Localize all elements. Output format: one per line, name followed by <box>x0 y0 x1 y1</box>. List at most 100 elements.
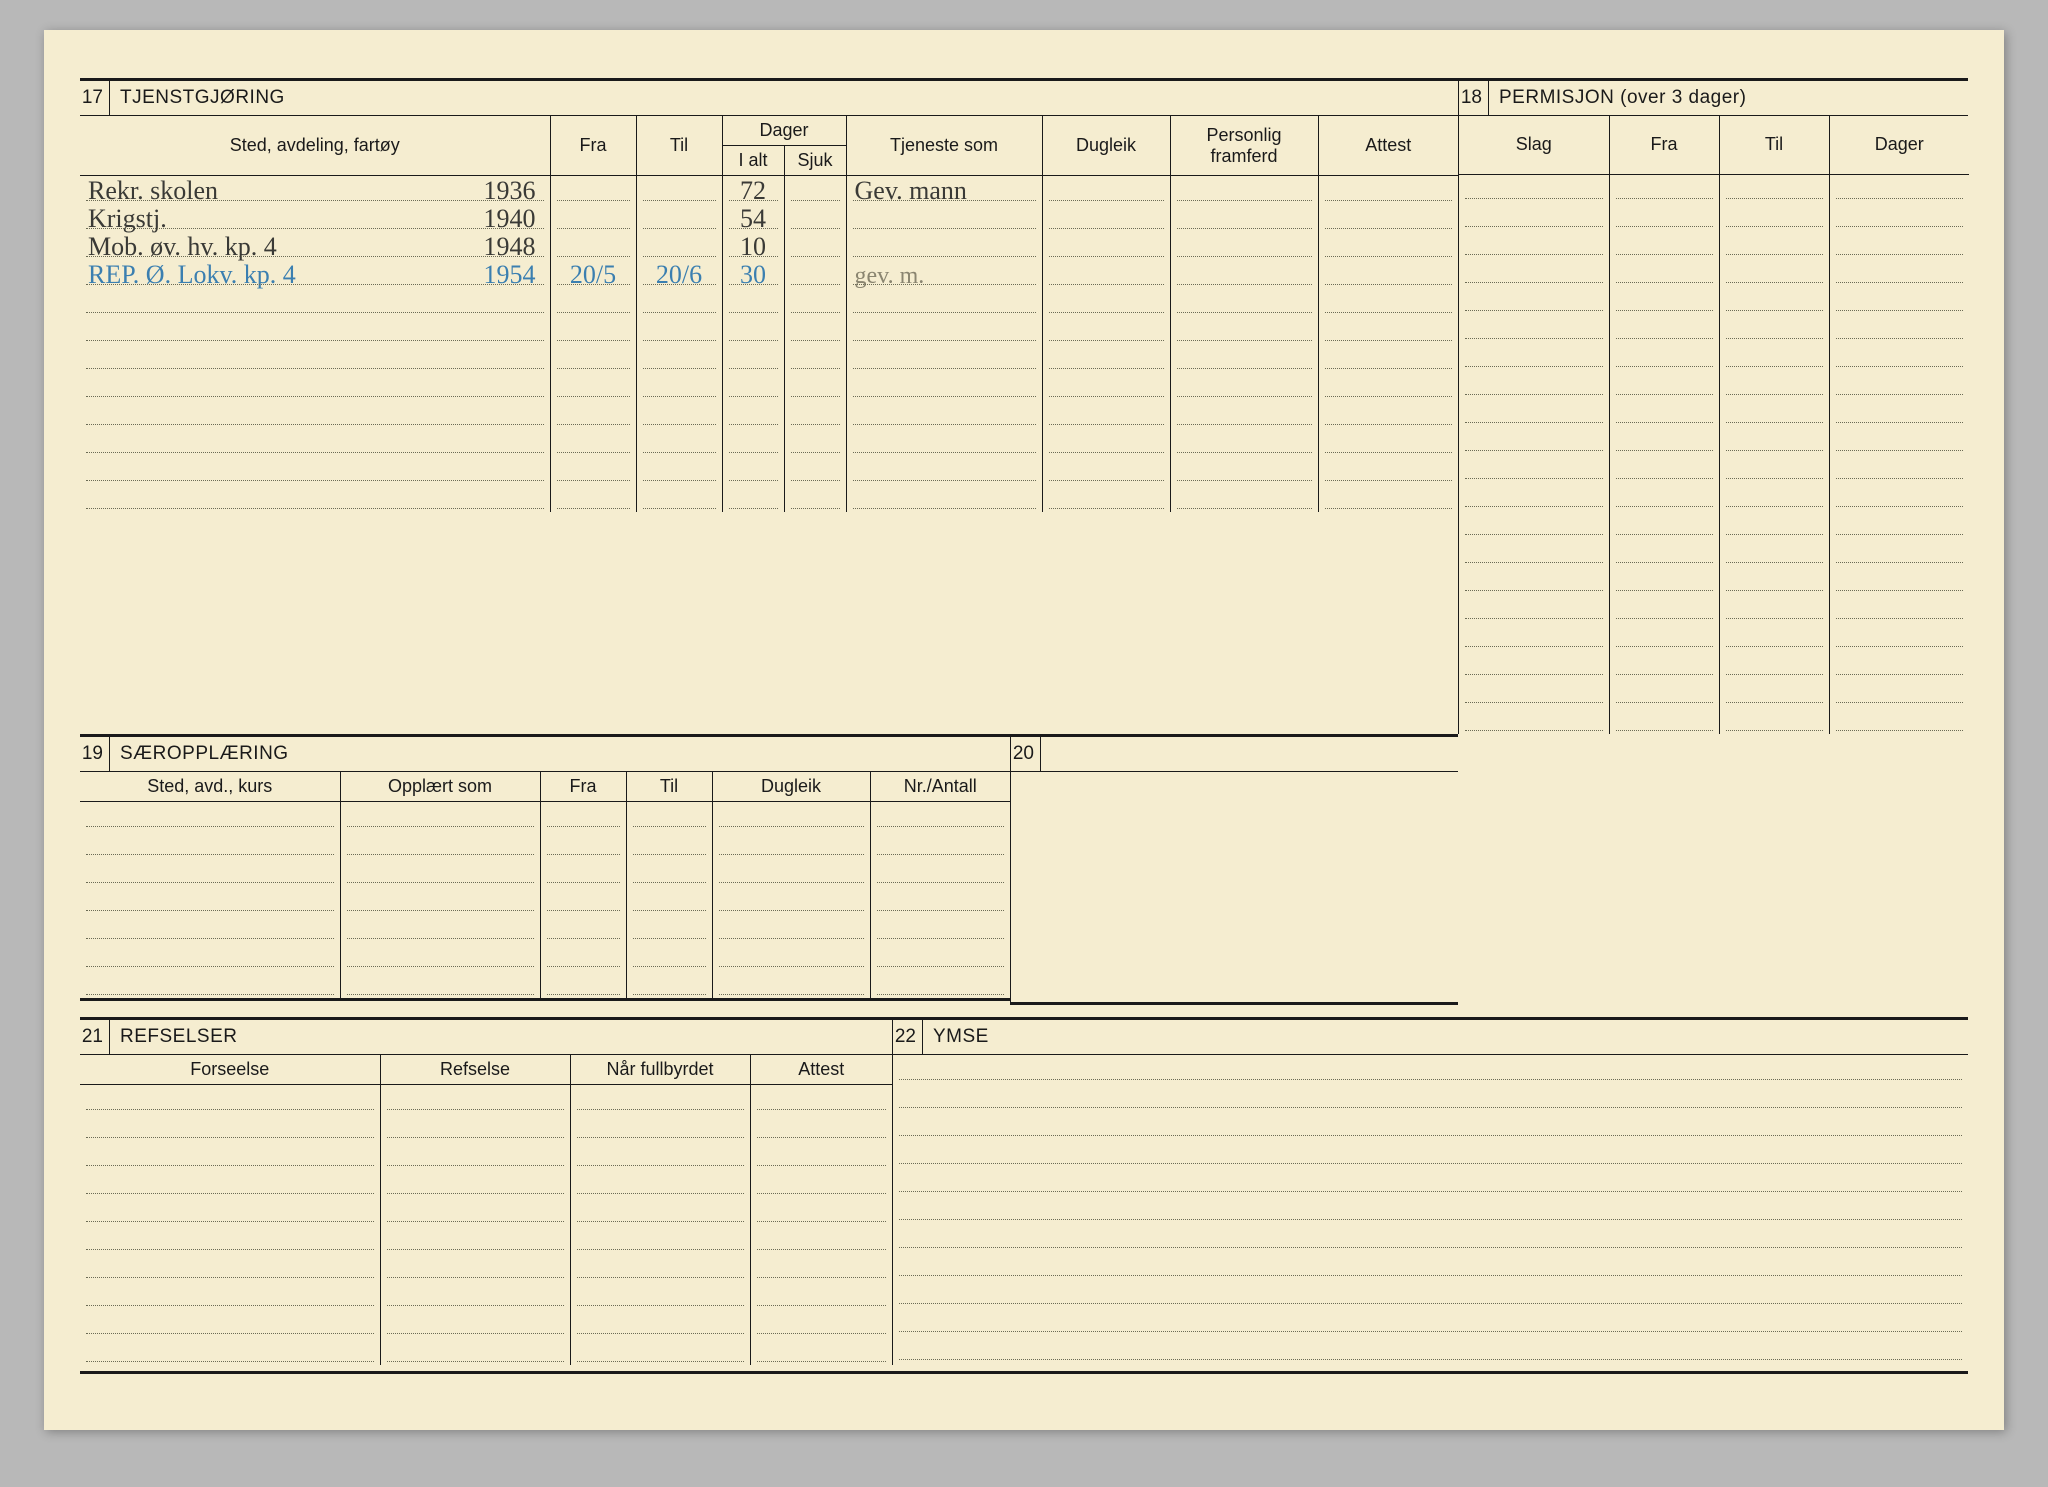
section-19-saeropplaering: 19 SÆROPPLÆRING Sted, avd., kurs Opplært… <box>80 734 1010 1005</box>
blank-row <box>80 1309 892 1337</box>
hdr-til: Til <box>636 116 722 176</box>
hdr-opplart: Opplært som <box>340 772 540 802</box>
hdr-attest21: Attest <box>750 1055 892 1085</box>
blank-row <box>893 1335 1968 1363</box>
service-table: Sted, avdeling, fartøy Fra Til Dager Tje… <box>80 116 1458 512</box>
blank-row <box>80 858 1010 886</box>
section-22-ymse: 22 YMSE <box>892 1017 1968 1365</box>
section-18-title: PERMISJON (over 3 dager) <box>1489 87 1746 109</box>
blank-row <box>893 1223 1968 1251</box>
hdr-ialt: I alt <box>722 146 784 176</box>
hdr-forseelse: Forseelse <box>80 1055 380 1085</box>
section-17-title: TJENSTGJØRING <box>110 87 285 109</box>
hdr-fra: Fra <box>550 116 636 176</box>
blank-row <box>1459 622 1969 650</box>
blank-row <box>1459 174 1969 202</box>
blank-row <box>1459 594 1969 622</box>
blank-row <box>1459 510 1969 538</box>
service-row: Mob. øv. hv. kp. 4194810 <box>80 232 1458 260</box>
hdr-fra19: Fra <box>540 772 626 802</box>
blank-row <box>893 1195 1968 1223</box>
section-22-number: 22 <box>893 1020 923 1054</box>
blank-row <box>1459 566 1969 594</box>
service-row-blank <box>80 344 1458 372</box>
hdr-refselse: Refselse <box>380 1055 570 1085</box>
hdr-fullbyrdet: Når fullbyrdet <box>570 1055 750 1085</box>
hdr-til18: Til <box>1719 116 1829 174</box>
service-row-blank <box>80 456 1458 484</box>
service-row-blank <box>80 316 1458 344</box>
section-21-number: 21 <box>80 1020 110 1054</box>
blank-row <box>80 942 1010 970</box>
reprimand-table: Forseelse Refselse Når fullbyrdet Attest <box>80 1055 892 1365</box>
blank-row <box>80 914 1010 942</box>
training-table: Sted, avd., kurs Opplært som Fra Til Dug… <box>80 772 1010 998</box>
content-area: 17 TJENSTGJØRING Sted, avdeling, fartøy … <box>80 78 1968 1374</box>
blank-row <box>80 1141 892 1169</box>
section-18-number: 18 <box>1459 81 1489 115</box>
hdr-personlig: Personlig framferd <box>1170 116 1318 176</box>
blank-row <box>1459 202 1969 230</box>
service-row: Krigstj.194054 <box>80 204 1458 232</box>
hdr-slag: Slag <box>1459 116 1609 174</box>
blank-row <box>80 1337 892 1365</box>
hdr-tjeneste: Tjeneste som <box>846 116 1042 176</box>
blank-row <box>1459 454 1969 482</box>
blank-row <box>1459 342 1969 370</box>
hdr-nr: Nr./Antall <box>870 772 1010 802</box>
blank-row <box>1459 230 1969 258</box>
hdr-attest: Attest <box>1318 116 1458 176</box>
leave-table: Slag Fra Til Dager <box>1459 116 1969 734</box>
blank-row <box>80 970 1010 998</box>
blank-row <box>80 830 1010 858</box>
blank-row <box>1459 370 1969 398</box>
blank-row <box>893 1083 1968 1111</box>
hdr-sjuk: Sjuk <box>784 146 846 176</box>
blank-row <box>80 1253 892 1281</box>
blank-row <box>893 1279 1968 1307</box>
blank-row <box>893 1167 1968 1195</box>
service-row-blank <box>80 484 1458 512</box>
blank-row <box>80 886 1010 914</box>
service-row: REP. Ø. Lokv. kp. 4195420/520/630gev. m. <box>80 260 1458 288</box>
service-row-blank <box>80 288 1458 316</box>
blank-row <box>80 1169 892 1197</box>
hdr-sted: Sted, avdeling, fartøy <box>80 116 550 176</box>
blank-row <box>893 1251 1968 1279</box>
blank-row <box>1459 398 1969 426</box>
hdr-til19: Til <box>626 772 712 802</box>
blank-row <box>1459 706 1969 734</box>
blank-row <box>80 1197 892 1225</box>
blank-row <box>1459 286 1969 314</box>
section-19-title: SÆROPPLÆRING <box>110 743 289 765</box>
hdr-sted19: Sted, avd., kurs <box>80 772 340 802</box>
section-17-number: 17 <box>80 81 110 115</box>
misc-table <box>893 1055 1968 1363</box>
blank-row <box>893 1055 1968 1083</box>
hdr-dager: Dager <box>722 116 846 146</box>
blank-row <box>1459 426 1969 454</box>
blank-row <box>893 1307 1968 1335</box>
service-row-blank <box>80 400 1458 428</box>
section-18-permisjon: 18 PERMISJON (over 3 dager) Slag Fra Til… <box>1458 78 1968 734</box>
section-21-refselser: 21 REFSELSER Forseelse Refselse Når full… <box>80 1017 892 1365</box>
blank-row <box>80 802 1010 830</box>
section-19-number: 19 <box>80 737 110 771</box>
section-17-tjenstgjoring: 17 TJENSTGJØRING Sted, avdeling, fartøy … <box>80 78 1458 734</box>
blank-row <box>80 1085 892 1113</box>
blank-row <box>1459 258 1969 286</box>
hdr-fra18: Fra <box>1609 116 1719 174</box>
service-row-blank <box>80 372 1458 400</box>
section-22-title: YMSE <box>923 1026 989 1048</box>
service-row-blank <box>80 428 1458 456</box>
blank-row <box>1459 538 1969 566</box>
record-card: 17 TJENSTGJØRING Sted, avdeling, fartøy … <box>44 30 2004 1430</box>
blank-row <box>893 1139 1968 1167</box>
section-20: 20 <box>1010 734 1458 1005</box>
section-21-title: REFSELSER <box>110 1026 237 1048</box>
hdr-dugleik19: Dugleik <box>712 772 870 802</box>
blank-row <box>1459 650 1969 678</box>
section-20-number: 20 <box>1011 737 1041 771</box>
hdr-dugleik: Dugleik <box>1042 116 1170 176</box>
blank-row <box>893 1111 1968 1139</box>
